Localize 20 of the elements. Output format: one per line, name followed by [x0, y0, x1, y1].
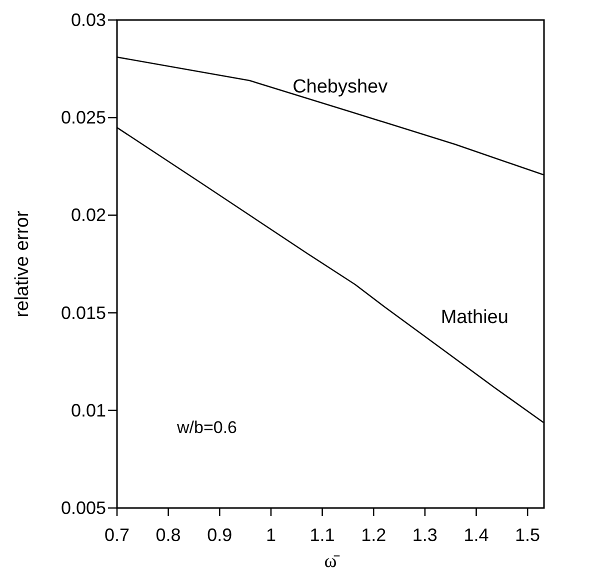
x-tick-label: 1.1	[310, 525, 335, 545]
annotation: w/b=0.6	[176, 418, 238, 437]
y-axis-title: relative error	[12, 210, 33, 318]
x-axis-title: ω̄	[324, 551, 340, 572]
x-tick-label: 0.8	[156, 525, 181, 545]
x-tick-label: 1	[266, 525, 276, 545]
series-label: Mathieu	[440, 307, 508, 328]
y-tick-label: 0.025	[60, 108, 106, 128]
x-tick-label: 0.7	[104, 525, 130, 545]
y-tick-label: 0.005	[60, 498, 106, 518]
series-label: Chebyshev	[292, 76, 388, 98]
y-tick-label: 0.01	[70, 400, 106, 420]
y-tick-label: 0.015	[60, 302, 106, 323]
x-tick-label: 1.5	[515, 525, 540, 545]
x-tick-label: 0.9	[207, 525, 232, 545]
y-tick-label: 0.02	[70, 205, 106, 226]
x-tick-label: 1.3	[412, 525, 438, 545]
x-tick-label: 1.2	[361, 525, 386, 545]
y-tick-label: 0.03	[70, 10, 106, 30]
x-tick-label: 1.4	[464, 525, 489, 545]
